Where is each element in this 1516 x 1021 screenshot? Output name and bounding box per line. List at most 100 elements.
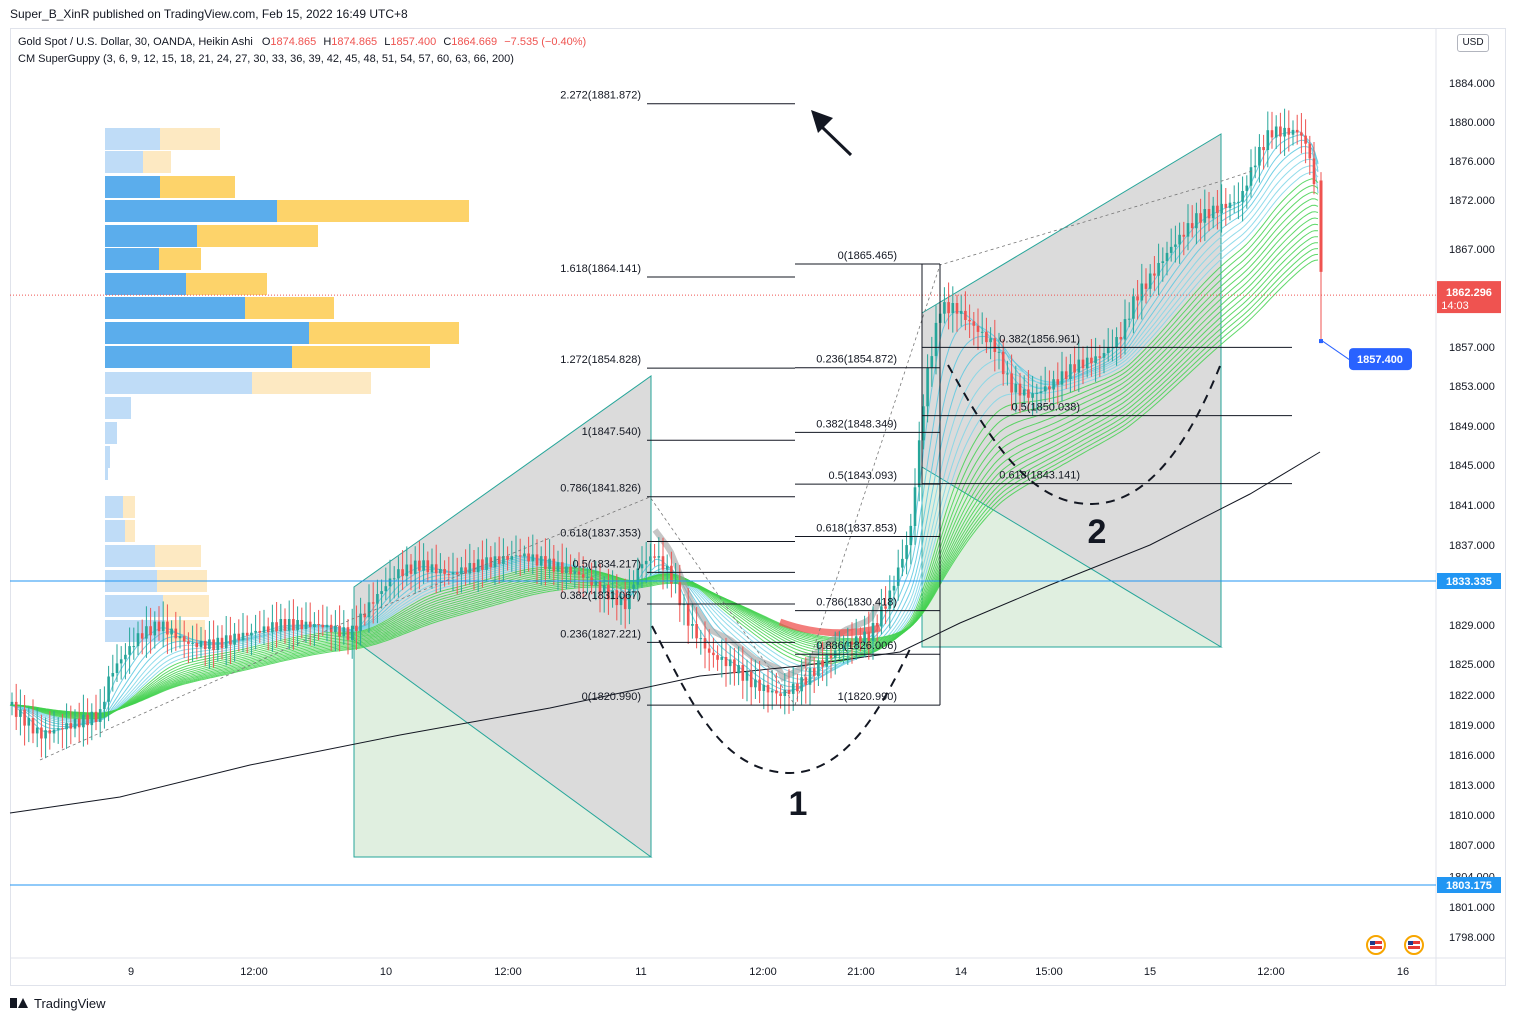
volume-bar-buy	[105, 520, 125, 542]
candle-body	[98, 709, 102, 722]
legend-open: 1874.865	[270, 36, 317, 48]
candle-body	[313, 624, 316, 628]
candle-body	[888, 590, 892, 609]
candle-body	[993, 338, 997, 352]
candle-body	[817, 660, 820, 676]
candle-body	[892, 585, 896, 591]
y-tick-label: 1829.000	[1449, 620, 1495, 632]
candle-body	[548, 558, 551, 569]
legend-indicator[interactable]: CM SuperGuppy (3, 6, 9, 12, 15, 18, 21, …	[18, 53, 514, 65]
fib-retracement-label: 0.886(1826.006)	[816, 640, 897, 652]
candle-body	[653, 556, 656, 558]
candle-body	[363, 613, 367, 618]
fib-right-label: 0.382(1856.961)	[999, 333, 1080, 345]
volume-bar-sell	[123, 496, 135, 518]
y-tick-label: 1849.000	[1449, 421, 1495, 433]
candle-body	[115, 663, 119, 673]
candle-body	[237, 633, 241, 641]
legend-close: 1864.669	[451, 36, 498, 48]
fib-retracement-label: 0.5(1843.093)	[829, 470, 898, 482]
candle-body	[1224, 203, 1228, 208]
fib-right-label: 0.618(1843.141)	[999, 470, 1080, 482]
candle-body	[233, 633, 236, 645]
y-tick-label: 1884.000	[1449, 78, 1495, 90]
candle-body	[527, 553, 530, 562]
low-marker	[1319, 339, 1323, 344]
guppy-line	[9, 223, 1319, 716]
candle-body	[896, 567, 900, 586]
volume-bar-buy	[105, 297, 245, 319]
candle-body	[52, 729, 56, 734]
candle-body	[733, 659, 736, 674]
candle-body	[854, 636, 858, 645]
candle-body	[132, 646, 136, 648]
candle-body	[229, 635, 232, 645]
candle-body	[1258, 147, 1261, 166]
annotations: 12	[789, 110, 1424, 955]
candle-body	[224, 635, 228, 649]
guppy-line	[9, 248, 1319, 714]
fib-extension-label: 0(1820.990)	[582, 691, 641, 703]
fib-extension-label: 2.272(1881.872)	[560, 90, 641, 102]
candle-body	[1161, 261, 1165, 263]
candle-body	[947, 302, 950, 314]
candle-body	[502, 556, 505, 564]
candle-body	[460, 567, 463, 575]
candle-body	[703, 638, 707, 649]
candle-body	[292, 619, 295, 631]
x-tick-label: 10	[380, 966, 392, 978]
candle-body	[1300, 132, 1303, 136]
candle-body	[1153, 273, 1156, 276]
legend-symbol[interactable]: Gold Spot / U.S. Dollar, 30, OANDA, Heik…	[18, 36, 253, 48]
candle-body	[1262, 147, 1265, 151]
candle-body	[182, 636, 186, 642]
candle-body-last	[1319, 180, 1323, 272]
candle-body	[23, 709, 26, 726]
pattern-box-2-green	[921, 466, 1223, 648]
volume-bar-sell	[252, 372, 371, 394]
candle-body	[791, 683, 795, 694]
pattern-label-1: 1	[789, 785, 808, 823]
candle-body	[464, 567, 467, 574]
candle-body	[1115, 337, 1118, 348]
candle-body	[972, 321, 976, 326]
candle-body	[1291, 129, 1295, 135]
candle-body	[325, 624, 329, 628]
volume-bar-sell	[160, 176, 235, 198]
fib-extension-label: 0.786(1841.826)	[560, 483, 641, 495]
candle-body	[615, 590, 619, 606]
ma200-path	[9, 451, 1321, 814]
candle-body	[594, 580, 598, 586]
candle-body	[737, 665, 740, 674]
pattern-box-1-green	[353, 639, 653, 858]
fib-extension-label: 0.618(1837.353)	[560, 527, 641, 539]
y-tick-label: 1872.000	[1449, 195, 1495, 207]
fib-retracement-label: 0.786(1830.418)	[816, 597, 897, 609]
chart-frame[interactable]	[10, 28, 1506, 986]
candle-body	[842, 646, 845, 650]
volume-bar-buy	[105, 225, 197, 247]
currency-button[interactable]: USD	[1457, 34, 1489, 52]
volume-bar-buy	[105, 446, 110, 468]
candle-body	[384, 586, 388, 592]
footer-brand[interactable]: TradingView	[34, 995, 106, 1011]
candle-body	[1165, 252, 1169, 262]
candle-body	[1312, 158, 1316, 185]
volume-bar-sell	[197, 225, 318, 247]
candle-body	[1094, 356, 1097, 364]
candle-body	[1090, 357, 1093, 364]
candle-body	[262, 626, 266, 633]
candle-body	[556, 562, 560, 572]
candle-body	[1203, 209, 1207, 223]
candle-body	[1253, 165, 1257, 168]
candle-body	[573, 571, 577, 574]
candle-body	[77, 718, 81, 728]
guppy-line	[9, 217, 1319, 716]
volume-bar-buy	[105, 620, 165, 642]
candle-body	[943, 302, 946, 314]
candle-body	[539, 556, 543, 566]
cup-curves	[651, 364, 1221, 775]
volume-bar-buy	[105, 545, 155, 567]
candle-body	[1060, 371, 1064, 385]
